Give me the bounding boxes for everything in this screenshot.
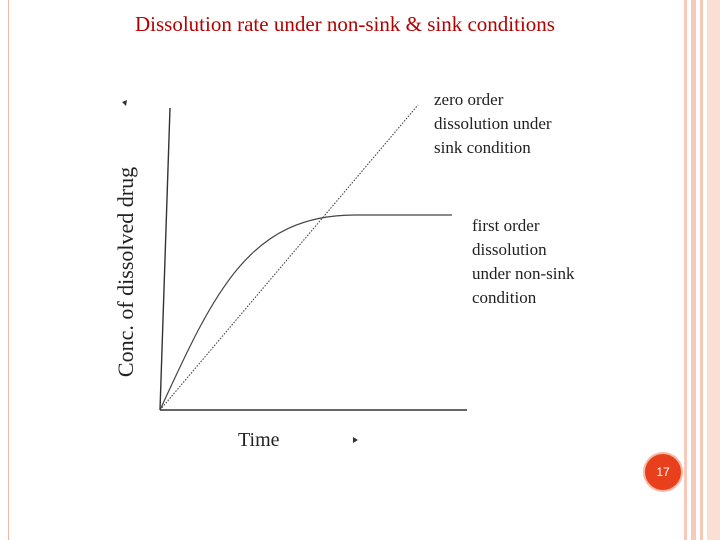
- first-order-label: first order dissolution under non-sink c…: [472, 216, 579, 307]
- zero-order-line: [159, 104, 419, 411]
- first-order-label-line: dissolution: [472, 240, 547, 259]
- x-axis-arrow: [353, 437, 358, 443]
- first-order-label-line: first order: [472, 216, 540, 235]
- first-order-label-line: under non-sink: [472, 264, 575, 283]
- left-border-decoration: [0, 0, 9, 540]
- first-order-label-line: condition: [472, 288, 537, 307]
- zero-order-label-line: zero order: [434, 90, 504, 109]
- right-stripe-decoration: [684, 0, 720, 540]
- zero-order-label-line: sink condition: [434, 138, 531, 157]
- first-order-curve: [159, 214, 452, 411]
- y-axis-label: Conc. of dissolved drug: [113, 167, 138, 377]
- zero-order-label-line: dissolution under: [434, 114, 552, 133]
- zero-order-label: zero order dissolution under sink condit…: [434, 90, 556, 157]
- y-axis: [159, 107, 171, 411]
- slide-title: Dissolution rate under non-sink & sink c…: [135, 12, 555, 36]
- y-axis-arrow: [122, 100, 127, 106]
- page-number-badge: 17: [643, 452, 683, 492]
- x-axis-label: Time: [238, 429, 280, 451]
